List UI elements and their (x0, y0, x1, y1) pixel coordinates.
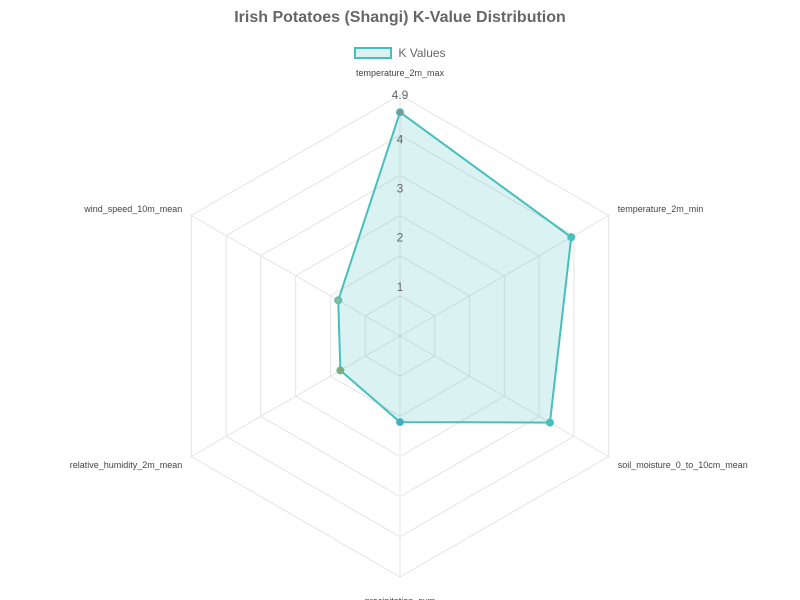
data-point[interactable] (396, 418, 404, 427)
axis-label: temperature_2m_max (356, 68, 445, 78)
legend[interactable]: K Values (0, 46, 800, 60)
data-point[interactable] (545, 418, 554, 427)
radar-axis-labels: temperature_2m_max temperature_2m_minsoil… (70, 68, 748, 600)
axis-label: precipitation_sum (365, 596, 436, 600)
chart-title: Irish Potatoes (Shangi) K-Value Distribu… (234, 9, 566, 26)
tick-label: 4.9 (392, 88, 409, 102)
legend-swatch (354, 47, 393, 59)
grid-spoke (191, 335, 401, 457)
grid-spoke (191, 215, 401, 337)
legend-label: K Values (398, 46, 446, 60)
axis-label: temperature_2m_min (618, 204, 704, 214)
radar-ticks: 1 2 3 4 4.9 (392, 88, 409, 294)
data-point[interactable] (567, 233, 576, 242)
tick-label: 4 (397, 132, 404, 146)
grid-spoke (399, 335, 609, 457)
data-point[interactable] (396, 108, 404, 117)
axis-label: relative_humidity_2m_mean (70, 460, 183, 470)
tick-label: 2 (397, 231, 404, 245)
tick-label: 3 (397, 181, 404, 195)
data-point[interactable] (334, 296, 343, 305)
axis-label: soil_moisture_0_to_10cm_mean (618, 460, 748, 470)
series-area (337, 110, 573, 424)
radar-series (334, 108, 576, 427)
tick-label: 1 (397, 280, 404, 294)
radar-spokes (191, 95, 609, 577)
data-point[interactable] (336, 366, 345, 375)
axis-label: wind_speed_10m_mean (83, 204, 182, 214)
